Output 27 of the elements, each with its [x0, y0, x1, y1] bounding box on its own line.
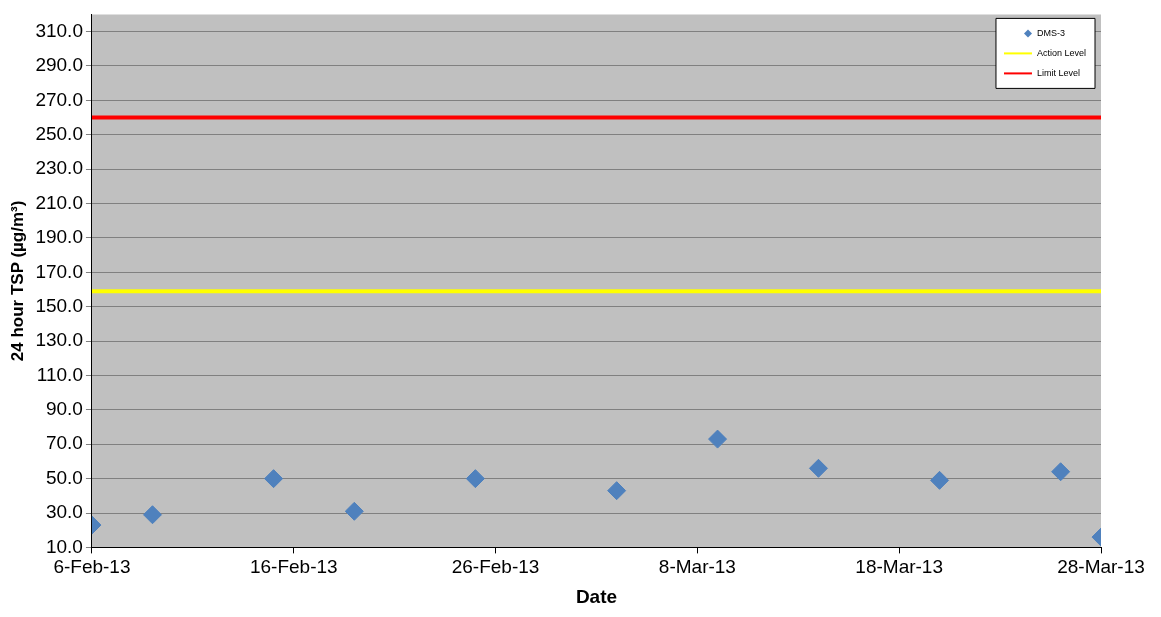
x-tick-label: 18-Mar-13	[855, 556, 944, 578]
y-tick-label: 30.0	[45, 501, 83, 523]
x-tick-label: 28-Mar-13	[1057, 556, 1145, 578]
y-tick-label: 230.0	[35, 157, 83, 179]
y-tick-label: 170.0	[35, 260, 83, 282]
x-tick-label: 6-Feb-13	[53, 556, 131, 578]
y-tick-label: 290.0	[35, 54, 83, 76]
y-tick-label: 190.0	[35, 226, 83, 248]
y-tick-label: 90.0	[45, 398, 83, 420]
legend-label: Limit Level	[1036, 67, 1080, 78]
y-tick-label: 70.0	[45, 432, 83, 454]
y-tick-label: 150.0	[35, 294, 83, 316]
y-tick-label: 310.0	[35, 19, 83, 41]
x-tick-label: 16-Feb-13	[249, 556, 338, 578]
y-tick-label: 110.0	[36, 363, 83, 385]
x-axis-title: Date	[575, 585, 618, 607]
y-tick-label: 250.0	[35, 122, 83, 144]
y-tick-label: 50.0	[45, 466, 83, 488]
y-tick-label: 130.0	[35, 329, 83, 351]
y-axis-title: 24 hour TSP (µg/m³)	[7, 200, 27, 362]
y-tick-label: 10.0	[45, 535, 83, 557]
y-tick-label: 270.0	[35, 88, 83, 110]
legend-label: Action Level	[1036, 47, 1086, 58]
y-tick-label: 210.0	[35, 191, 83, 213]
legend-label: DMS-3	[1036, 27, 1065, 38]
x-tick-label: 26-Feb-13	[451, 556, 540, 578]
x-tick-label: 8-Mar-13	[658, 556, 736, 578]
